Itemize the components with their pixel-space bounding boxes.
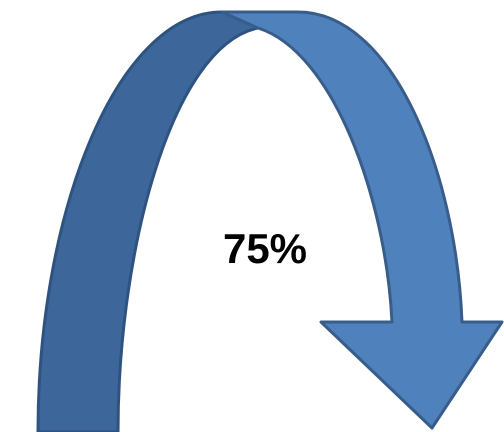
arrow-back-band xyxy=(36,10,260,432)
percent-label: 75% xyxy=(223,225,307,272)
arrow-front-band xyxy=(220,10,504,430)
